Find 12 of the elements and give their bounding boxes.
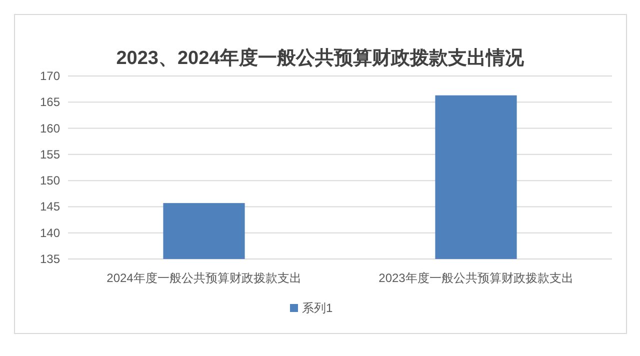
legend-label: 系列1 <box>302 301 333 315</box>
y-tick-label: 170 <box>40 69 60 83</box>
y-tick-label: 165 <box>40 95 60 110</box>
y-tick-label: 145 <box>40 200 60 214</box>
y-tick-label: 140 <box>40 226 60 240</box>
x-tick-label: 2023年度一般公共预算财政拨款支出 <box>378 271 574 285</box>
y-tick-label: 160 <box>40 121 60 136</box>
y-tick-label: 150 <box>40 174 60 188</box>
y-tick-label: 155 <box>40 147 60 162</box>
x-tick-label: 2024年度一般公共预算财政拨款支出 <box>106 271 302 285</box>
y-tick-label: 135 <box>40 252 60 266</box>
chart-title: 2023、2024年度一般公共预算财政拨款支出情况 <box>116 47 525 69</box>
